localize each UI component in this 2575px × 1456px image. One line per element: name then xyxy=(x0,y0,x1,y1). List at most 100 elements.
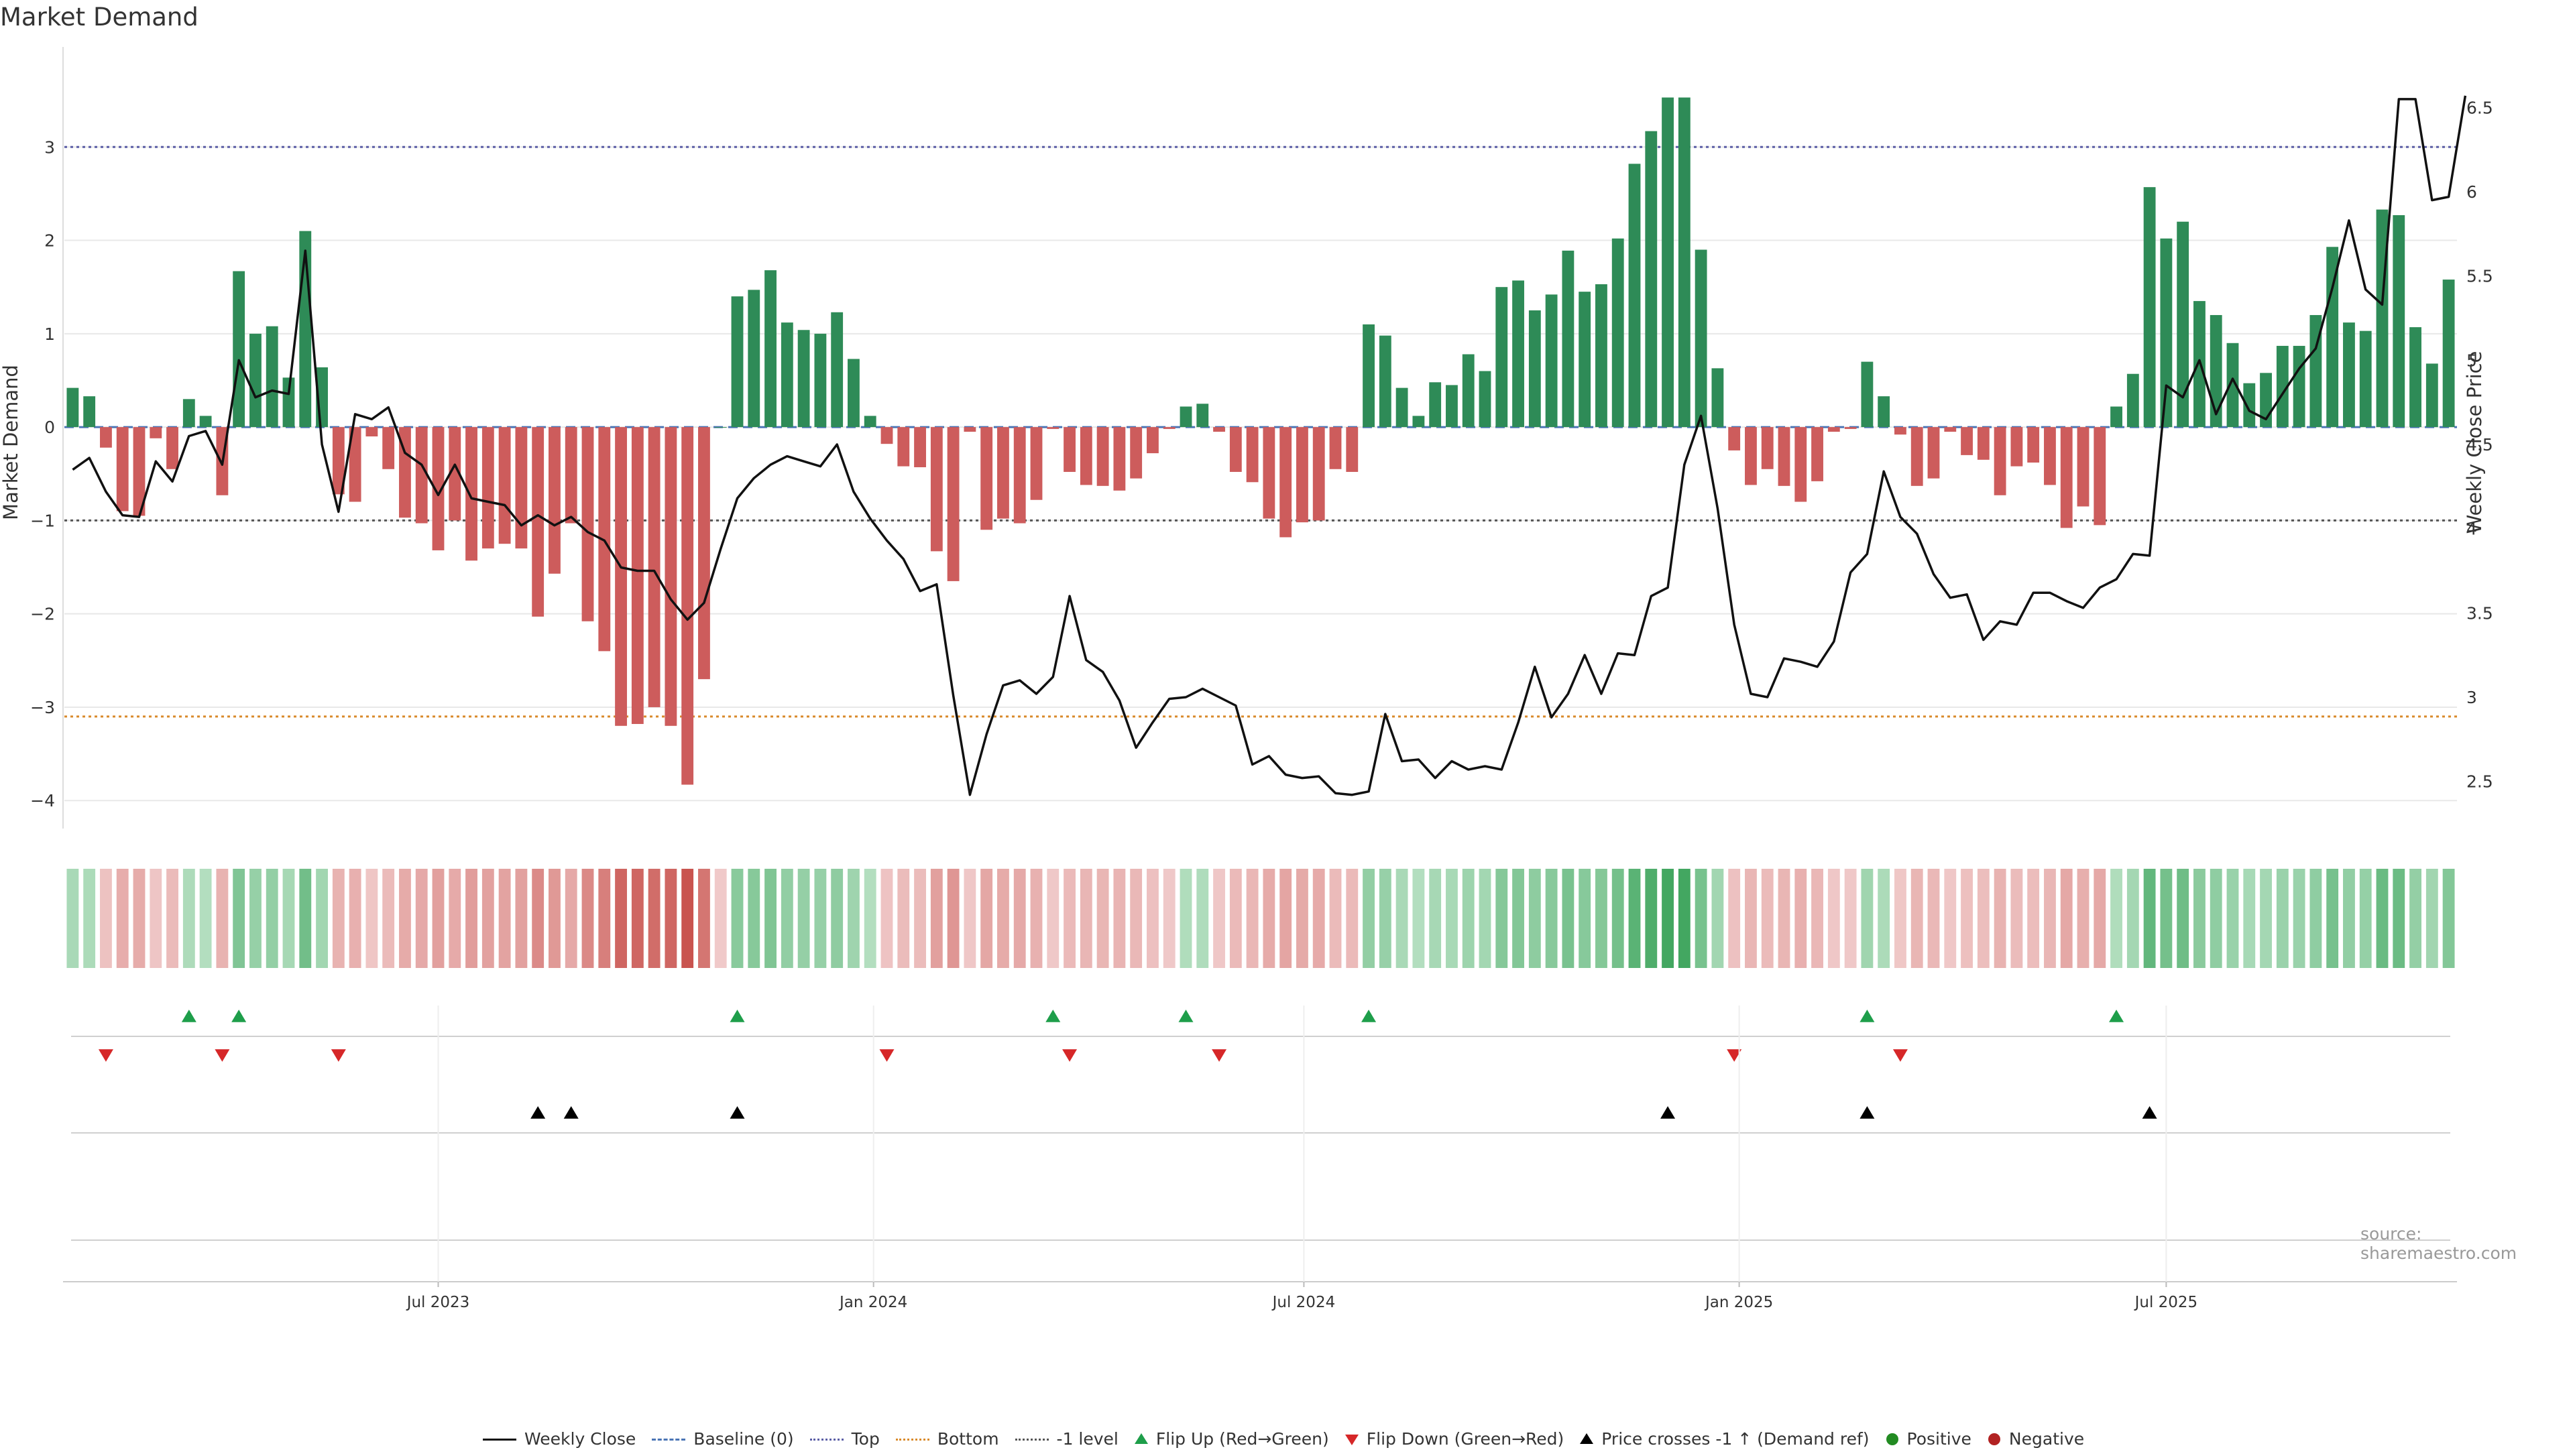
heat-strip-cell xyxy=(2243,869,2256,968)
y2-tick-label: 5 xyxy=(2466,351,2477,370)
demand-bar xyxy=(2442,280,2455,428)
demand-bar xyxy=(415,427,428,524)
demand-bar xyxy=(382,427,395,469)
legend-top: Top xyxy=(809,1429,880,1449)
heat-strip-cell xyxy=(1346,869,1359,968)
demand-bar xyxy=(1096,427,1109,486)
heat-strip-cell xyxy=(2293,869,2305,968)
heat-strip-cell xyxy=(748,869,760,968)
heat-strip-cell xyxy=(1662,869,1674,968)
heat-strip-cell xyxy=(1894,869,1906,968)
heat-strip-cell xyxy=(2409,869,2421,968)
heat-strip-cell xyxy=(2060,869,2073,968)
heat-strip-cell xyxy=(66,869,79,968)
y-tick-label: −1 xyxy=(30,511,55,530)
heat-strip-cell xyxy=(1579,869,1591,968)
demand-bar xyxy=(2027,427,2040,463)
legend-positive: Positive xyxy=(1884,1429,1971,1449)
demand-bar xyxy=(615,427,627,726)
heat-strip-cell xyxy=(332,869,345,968)
demand-bar xyxy=(1429,382,1442,428)
page-title: Market Demand xyxy=(0,3,198,32)
heat-strip-cell xyxy=(116,869,129,968)
demand-bar xyxy=(1662,97,1674,428)
flip-down-marker xyxy=(331,1049,346,1062)
heat-strip-cell xyxy=(1163,869,1176,968)
demand-bar xyxy=(1545,294,1558,428)
x-tick-label: Jul 2024 xyxy=(1271,1294,1336,1311)
dot-icon xyxy=(1884,1431,1900,1447)
price-cross-marker xyxy=(1660,1106,1676,1119)
demand-bar xyxy=(116,427,129,511)
demand-bar xyxy=(1279,427,1292,538)
heat-strip-cell xyxy=(681,869,694,968)
demand-bar xyxy=(1346,427,1359,472)
heat-strip-cell xyxy=(1794,869,1807,968)
heat-strip-cell xyxy=(980,869,993,968)
heat-strip-cell xyxy=(1745,869,1757,968)
demand-bar xyxy=(1695,249,1707,428)
legend-bottom: Bottom xyxy=(895,1429,999,1449)
x-tick-label: Jan 2025 xyxy=(1704,1294,1773,1311)
flip-down-marker xyxy=(98,1049,113,1062)
heat-strip-cell xyxy=(914,869,926,968)
flip-down-marker xyxy=(215,1049,230,1062)
demand-bar xyxy=(2077,427,2090,507)
heat-strip-cell xyxy=(1363,869,1375,968)
demand-bar xyxy=(631,427,644,725)
heat-strip-cell xyxy=(2343,869,2355,968)
flip-up-marker xyxy=(730,1010,745,1022)
heat-strip-cell xyxy=(549,869,561,968)
legend-weekly-close: Weekly Close xyxy=(481,1429,636,1449)
demand-bar xyxy=(166,427,178,469)
demand-bar xyxy=(2409,327,2421,428)
demand-bar xyxy=(1778,427,1790,486)
demand-bar xyxy=(1246,427,1259,483)
demand-bar xyxy=(731,296,744,428)
flip-down-marker xyxy=(879,1049,895,1062)
demand-bar xyxy=(764,270,777,428)
heat-strip-cell xyxy=(631,869,644,968)
heat-strip-cell xyxy=(930,869,943,968)
heat-strip-cell xyxy=(100,869,112,968)
heat-strip-cell xyxy=(2160,869,2173,968)
heat-strip-cell xyxy=(1611,869,1624,968)
flip-down-marker xyxy=(1727,1049,1742,1062)
demand-bar xyxy=(100,427,112,448)
demand-bar xyxy=(1163,427,1176,429)
flip-up-marker xyxy=(181,1010,196,1022)
heat-strip-cell xyxy=(1429,869,1442,968)
x-tick-label: Jul 2025 xyxy=(2134,1294,2198,1311)
demand-bar xyxy=(1030,427,1043,500)
heat-strip-cell xyxy=(465,869,477,968)
heat-strip-cell xyxy=(2393,869,2405,968)
demand-bar xyxy=(449,427,461,521)
y2-tick-label: 4.5 xyxy=(2466,435,2493,454)
heat-strip-cell xyxy=(1064,869,1076,968)
demand-bar xyxy=(266,326,278,428)
heat-strip-cell xyxy=(2044,869,2056,968)
heat-strip-cell xyxy=(648,869,661,968)
heat-strip-cell xyxy=(1861,869,1874,968)
demand-bar xyxy=(598,427,611,652)
demand-bar xyxy=(964,427,976,432)
y-tick-label: −3 xyxy=(30,698,55,717)
demand-bar xyxy=(814,333,827,428)
y2-tick-label: 2.5 xyxy=(2466,772,2493,792)
dotted-line-swatch-icon xyxy=(895,1431,931,1447)
demand-bar xyxy=(532,427,545,617)
heat-strip-cell xyxy=(565,869,577,968)
heat-strip-cell xyxy=(2326,869,2339,968)
demand-bar xyxy=(349,427,361,502)
demand-bar xyxy=(2243,383,2256,428)
heat-strip-cell xyxy=(1113,869,1126,968)
demand-bar xyxy=(1994,427,2006,495)
demand-bar xyxy=(1894,427,1906,435)
heat-strip-cell xyxy=(1811,869,1823,968)
demand-bar xyxy=(665,427,677,726)
heat-strip-cell xyxy=(299,869,312,968)
flip-up-marker xyxy=(1178,1010,1194,1022)
dotted-line-swatch-icon xyxy=(1014,1431,1050,1447)
heat-strip-cell xyxy=(1130,869,1143,968)
price-cross-marker xyxy=(1859,1106,1875,1119)
